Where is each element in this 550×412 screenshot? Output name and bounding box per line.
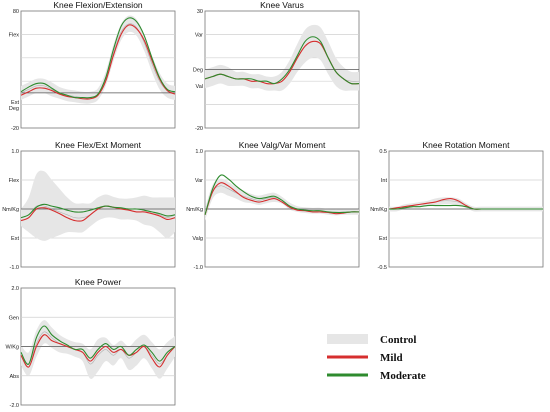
legend-swatch-mild	[327, 355, 368, 359]
knee-varus-title: Knee Varus	[260, 0, 304, 10]
knee-varus-tick-label: 30	[197, 9, 203, 15]
knee-valg-var-moment-series-moderate	[204, 174, 360, 215]
knee-flexion-extension-series-moderate	[20, 17, 176, 99]
knee-flexion-extension-tick-label: Flex	[9, 32, 20, 38]
knee-flexion-extension-frame	[20, 10, 176, 129]
knee-rotation-moment-control-band	[389, 197, 543, 212]
knee-rotation-moment-tick-label: 0.5	[379, 149, 387, 155]
knee-flexion-extension-tick-label: 80	[13, 9, 19, 15]
knee-power-title: Knee Power	[75, 277, 121, 287]
knee-power-series-moderate	[20, 325, 176, 365]
legend-label-mild: Mild	[380, 352, 403, 364]
legend-label-moderate: Moderate	[380, 370, 426, 382]
knee-rotation-moment-series-moderate	[388, 204, 543, 210]
knee-flex-ext-moment-tick-label: Ext	[11, 236, 19, 242]
knee-power-tick-label: Gen	[9, 315, 19, 321]
knee-valg-var-moment-title: Knee Valg/Var Moment	[239, 140, 326, 150]
knee-rotation-moment-panel: Knee Rotation Moment 0.5 Int Nm/Kg Ext -0.5	[370, 140, 544, 271]
knee-varus-tick-label: Var	[195, 32, 203, 38]
knee-flex-ext-moment-series-mild	[20, 205, 176, 222]
knee-rotation-moment-title: Knee Rotation Moment	[423, 140, 511, 150]
knee-valg-var-moment-tick-label: Nm/Kg	[186, 207, 203, 213]
legend-swatch-control	[327, 334, 368, 344]
knee-rotation-moment-tick-label: Int	[381, 178, 388, 184]
legend-swatch-moderate	[327, 373, 368, 377]
knee-flex-ext-moment-tick-label: -1.0	[10, 265, 19, 271]
knee-flex-ext-moment-tick-label: Flex	[9, 178, 20, 184]
knee-flex-ext-moment-tick-label: Nm/Kg	[2, 207, 19, 213]
knee-power-tick-label: 2.0	[11, 286, 19, 292]
knee-valg-var-moment-panel: Knee Valg/Var Moment 1.0 Var Nm/Kg Valg -1.0	[186, 140, 360, 271]
knee-varus-panel: Knee Varus 30 Var Deg Val -20	[193, 0, 360, 132]
knee-flexion-extension-title: Knee Flexion/Extension	[53, 0, 143, 10]
knee-varus-series-moderate	[204, 36, 360, 85]
legend: Control Mild Moderate	[327, 334, 426, 382]
knee-valg-var-moment-series-mild	[204, 182, 360, 215]
knee-rotation-moment-tick-label: Nm/Kg	[370, 207, 387, 213]
knee-varus-tick-label: -20	[195, 126, 203, 132]
knee-flex-ext-moment-series-moderate	[20, 203, 176, 219]
knee-flex-ext-moment-title: Knee Flex/Ext Moment	[55, 140, 142, 150]
knee-valg-var-moment-tick-label: 1.0	[195, 149, 203, 155]
knee-valg-var-moment-tick-label: Valg	[192, 236, 203, 242]
knee-flexion-extension-tick-label: -20	[11, 126, 19, 132]
knee-flex-ext-moment-control-band	[21, 170, 175, 241]
knee-rotation-moment-tick-label: Ext	[379, 236, 387, 242]
knee-power-tick-label: Abs	[10, 374, 20, 380]
knee-varus-tick-label: Deg	[193, 68, 203, 74]
knee-valg-var-moment-tick-label: -1.0	[194, 265, 203, 271]
knee-valg-var-moment-tick-label: Var	[195, 178, 203, 184]
knee-power-series-mild	[20, 334, 176, 368]
knee-rotation-moment-tick-label: -0.5	[378, 265, 387, 271]
knee-flex-ext-moment-tick-label: 1.0	[11, 149, 19, 155]
knee-power-panel: Knee Power 2.0 Gen W/Kg Abs -2.0	[6, 277, 176, 409]
knee-flexion-extension-tick-label: Ext Deg	[9, 100, 20, 112]
knee-flex-ext-moment-panel: Knee Flex/Ext Moment 1.0 Flex Nm/Kg Ext -1.0	[2, 140, 176, 271]
knee-power-series-control	[20, 331, 176, 365]
knee-varus-tick-label: Val	[195, 84, 203, 90]
knee-flexion-extension-series-mild	[20, 24, 176, 100]
knee-power-tick-label: W/Kg	[6, 345, 19, 351]
legend-label-control: Control	[380, 334, 416, 346]
knee-flexion-extension-panel: Knee Flexion/Extension 80 Flex Ext Deg -20	[9, 0, 176, 132]
knee-power-tick-label: -2.0	[10, 403, 19, 409]
